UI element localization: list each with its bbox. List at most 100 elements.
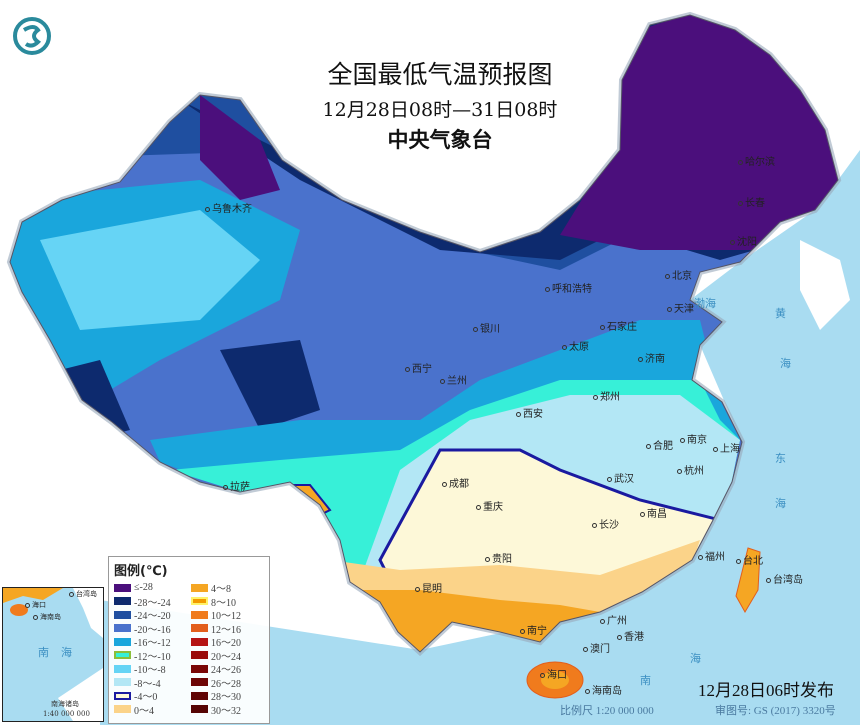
legend-label: 4～8 bbox=[211, 584, 231, 596]
sea-label: 海 bbox=[690, 652, 701, 665]
city-label: 台北 bbox=[736, 552, 763, 567]
sea-label: 渤海 bbox=[694, 297, 716, 310]
inset-label: 海南岛 bbox=[33, 612, 61, 622]
korea-japan-land bbox=[800, 240, 850, 330]
city-label: 天津 bbox=[667, 300, 694, 315]
legend-swatch bbox=[114, 597, 131, 606]
island-label: 台湾岛 bbox=[766, 571, 803, 586]
legend-item: -8～-4 bbox=[114, 676, 187, 690]
sea-label: 黄 bbox=[775, 307, 786, 320]
city-label: 广州 bbox=[600, 612, 627, 627]
inset-label: 南海诸岛 bbox=[51, 700, 79, 708]
legend-label: 20～24 bbox=[211, 651, 241, 663]
legend-label: 10～12 bbox=[211, 611, 241, 623]
legend: 图例(℃) ≤-28 -28～-24 -24～-20 -20～-16 -16～-12 -1… bbox=[108, 556, 270, 724]
legend-swatch bbox=[191, 597, 208, 606]
sea-label: 海 bbox=[775, 497, 786, 510]
legend-swatch bbox=[191, 705, 208, 714]
city-label: 兰州 bbox=[440, 372, 467, 387]
legend-item: 26～28 bbox=[191, 676, 264, 690]
legend-item: -16～-12 bbox=[114, 635, 187, 649]
legend-label: 8～10 bbox=[211, 597, 236, 609]
sea-label: 南 bbox=[640, 674, 651, 687]
legend-item: -24～-20 bbox=[114, 608, 187, 622]
map-title: 全国最低气温预报图 bbox=[327, 60, 553, 89]
city-label: 乌鲁木齐 bbox=[205, 200, 252, 215]
ocean bbox=[100, 150, 860, 725]
legend-label: -28～-24 bbox=[134, 597, 171, 609]
legend-swatch bbox=[191, 691, 208, 700]
legend-item: -10～-8 bbox=[114, 662, 187, 676]
cma-logo-icon bbox=[12, 16, 52, 60]
city-label: 上海 bbox=[713, 440, 740, 455]
inset-sea-label: 海 bbox=[61, 646, 72, 659]
city-label: 长沙 bbox=[592, 516, 619, 531]
city-label: 拉萨 bbox=[223, 478, 250, 493]
agency-name: 中央气象台 bbox=[387, 128, 493, 152]
city-label: 银川 bbox=[473, 320, 500, 335]
city-label: 长春 bbox=[738, 194, 765, 209]
legend-label: 16～20 bbox=[211, 638, 241, 650]
city-label: 昆明 bbox=[415, 580, 442, 595]
inset-label: 海口 bbox=[25, 600, 46, 610]
legend-swatch bbox=[114, 624, 131, 633]
inset-sea-label: 南 bbox=[38, 646, 49, 659]
city-label: 福州 bbox=[698, 548, 725, 563]
city-label: 香港 bbox=[617, 628, 644, 643]
island-label: 海南岛 bbox=[585, 682, 622, 697]
legend-swatch bbox=[191, 637, 208, 646]
legend-item: 0～4 bbox=[114, 703, 187, 717]
legend-swatch bbox=[191, 583, 208, 592]
city-label: 哈尔滨 bbox=[738, 153, 775, 168]
legend-item: ≤-28 bbox=[114, 581, 187, 595]
legend-swatch bbox=[114, 637, 131, 646]
legend-swatch bbox=[114, 691, 131, 700]
city-label: 西宁 bbox=[405, 360, 432, 375]
legend-label: -24～-20 bbox=[134, 611, 171, 623]
city-label: 太原 bbox=[562, 338, 589, 353]
city-label: 南京 bbox=[680, 431, 707, 446]
legend-item: 20～24 bbox=[191, 649, 264, 663]
legend-item: 28～30 bbox=[191, 689, 264, 703]
map-scale: 比例尺 1:20 000 000 bbox=[560, 705, 654, 717]
city-label: 南昌 bbox=[640, 505, 667, 520]
sea-label: 东 bbox=[775, 452, 786, 465]
legend-item: 8～10 bbox=[191, 595, 264, 609]
forecast-period: 12月28日08时—31日08时 bbox=[322, 99, 558, 121]
legend-swatch bbox=[191, 651, 208, 660]
legend-item: 16～20 bbox=[191, 635, 264, 649]
city-label: 重庆 bbox=[476, 498, 503, 513]
city-label: 成都 bbox=[442, 475, 469, 490]
legend-item: 10～12 bbox=[191, 608, 264, 622]
city-label: 济南 bbox=[638, 350, 665, 365]
legend-item: -12～-10 bbox=[114, 649, 187, 663]
legend-label: 26～28 bbox=[211, 678, 241, 690]
legend-swatch bbox=[114, 705, 131, 714]
legend-swatch bbox=[191, 624, 208, 633]
legend-swatch bbox=[114, 678, 131, 687]
legend-label: ≤-28 bbox=[134, 582, 153, 594]
legend-label: 30～32 bbox=[211, 705, 241, 717]
legend-label: 0～4 bbox=[134, 705, 154, 717]
city-label: 呼和浩特 bbox=[545, 280, 592, 295]
legend-label: -10～-8 bbox=[134, 665, 166, 677]
city-label: 澳门 bbox=[583, 640, 610, 655]
legend-label: -20～-16 bbox=[134, 624, 171, 636]
inset-scale: 1:40 000 000 bbox=[43, 710, 90, 718]
city-label: 西安 bbox=[516, 405, 543, 420]
legend-swatch bbox=[114, 583, 131, 592]
inset-label: 台湾岛 bbox=[69, 589, 97, 599]
city-label: 贵阳 bbox=[485, 550, 512, 565]
legend-swatch bbox=[191, 664, 208, 673]
city-label: 合肥 bbox=[646, 437, 673, 452]
map-review-number: 审图号: GS (2017) 3320号 bbox=[715, 705, 836, 717]
south-china-sea-inset: 海口 海南岛 台湾岛 南 海 南海诸岛 1:40 000 000 bbox=[2, 587, 104, 722]
legend-label: 24～26 bbox=[211, 665, 241, 677]
legend-label: -4～0 bbox=[134, 692, 158, 704]
legend-item: -20～-16 bbox=[114, 622, 187, 636]
legend-swatch bbox=[191, 678, 208, 687]
city-label: 南宁 bbox=[520, 622, 547, 637]
issue-time: 12月28日06时发布 bbox=[698, 681, 834, 700]
legend-item: 12～16 bbox=[191, 622, 264, 636]
legend-swatch bbox=[114, 651, 131, 660]
